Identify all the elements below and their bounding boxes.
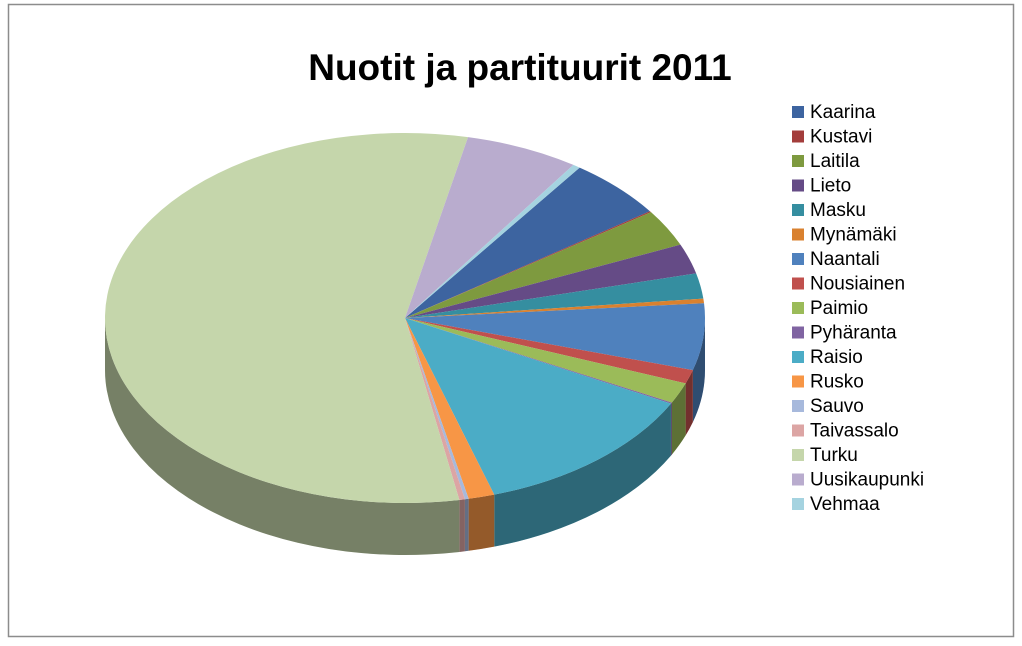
side-shade [459, 499, 465, 552]
slice-side [671, 383, 686, 455]
legend-swatch [792, 106, 804, 118]
slice [405, 318, 469, 500]
chart-title: Nuotit ja partituurit 2011 [308, 47, 732, 88]
legend-label: Lieto [810, 176, 851, 197]
legend-label: Sauvo [810, 396, 864, 417]
slice-side [685, 370, 693, 436]
legend-swatch [792, 351, 804, 363]
legend-swatch [792, 179, 804, 192]
legend-swatch [792, 228, 804, 241]
side-shade [494, 403, 671, 547]
legend-label: Uusikaupunki [810, 470, 924, 491]
slice-side [692, 318, 705, 423]
legend-label: Laitila [810, 151, 860, 172]
legend-label: Rusko [810, 372, 864, 393]
legend-label: Vehmaa [810, 494, 880, 515]
side-shade [671, 383, 686, 455]
legend-swatch [792, 449, 804, 461]
side-shade [464, 498, 469, 552]
slice [405, 298, 705, 318]
legend-swatch [792, 326, 804, 339]
side-shade [692, 318, 705, 423]
legend-swatch [792, 277, 804, 290]
slice [405, 244, 697, 318]
slice-side [468, 494, 495, 551]
legend-label: Kaarina [810, 102, 876, 123]
slice [405, 318, 686, 403]
legend-label: Paimio [810, 298, 868, 319]
slice [405, 318, 465, 500]
legend-label: Masku [810, 200, 866, 221]
legend-swatch [792, 302, 804, 314]
slice [405, 167, 650, 318]
slice-side [494, 403, 671, 547]
slice [405, 318, 672, 404]
legend-label: Naantali [810, 249, 880, 270]
legend-label: Raisio [810, 347, 863, 368]
side-shade [670, 402, 672, 456]
legend-swatch [792, 130, 804, 143]
legend-swatch [792, 498, 804, 510]
side-shade [468, 494, 495, 551]
slice [405, 303, 705, 371]
slice [405, 212, 681, 318]
legend-label: Nousiainen [810, 274, 905, 295]
slice [405, 318, 671, 495]
legend-swatch [792, 473, 804, 486]
legend-label: Mynämäki [810, 225, 897, 246]
slice [405, 137, 574, 318]
slice [405, 211, 652, 318]
legend-swatch [792, 155, 804, 167]
legend-swatch [792, 424, 804, 437]
legend-swatch [792, 204, 804, 216]
side-shade [685, 370, 693, 436]
side-shade [105, 318, 460, 555]
slice [405, 318, 495, 499]
slice [105, 132, 469, 503]
slice [405, 273, 704, 318]
slice-side [459, 499, 465, 552]
legend-swatch [792, 375, 804, 388]
slice [405, 318, 693, 384]
legend-swatch [792, 253, 804, 265]
legend-swatch [792, 400, 804, 412]
slice-side [464, 498, 469, 552]
slice-side [670, 402, 672, 456]
slice-side [105, 318, 460, 555]
legend-label: Pyhäranta [810, 323, 897, 344]
slice [405, 164, 580, 318]
legend-label: Kustavi [810, 127, 872, 148]
legend-label: Taivassalo [810, 421, 899, 442]
legend-label: Turku [810, 445, 858, 466]
